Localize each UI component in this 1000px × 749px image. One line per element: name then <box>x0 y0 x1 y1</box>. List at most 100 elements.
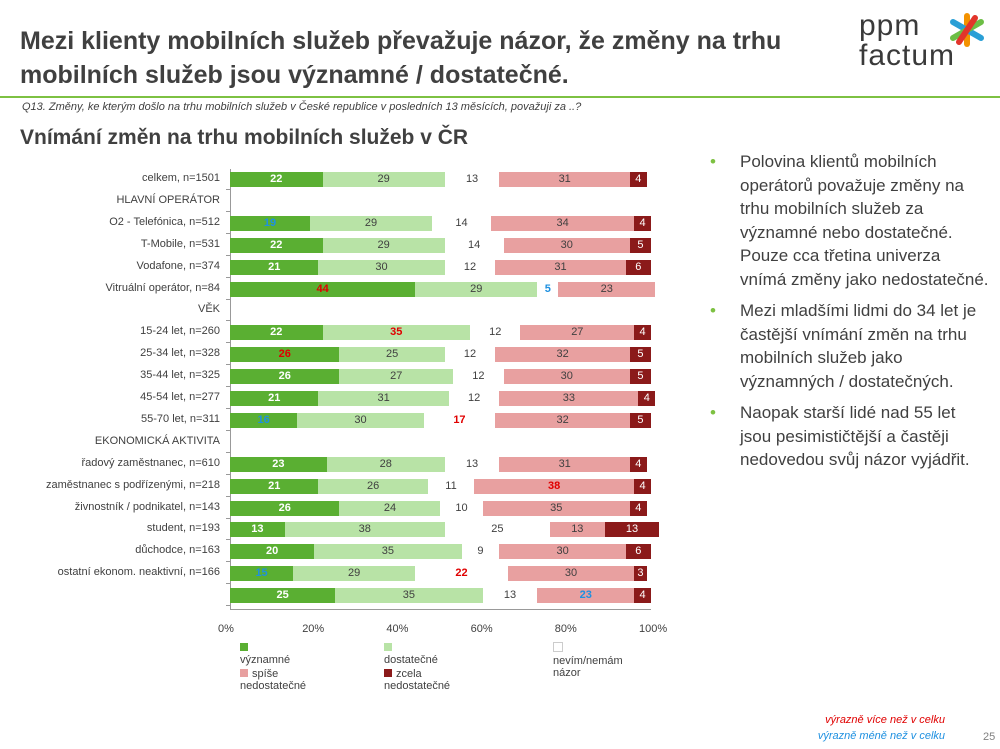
bar-segment: 4 <box>629 456 647 472</box>
bar-segment: 25 <box>339 347 445 363</box>
bar-segment: 28 <box>326 456 445 472</box>
legend-item: nevím/nemám názor <box>553 642 623 679</box>
bar-segment: 21 <box>230 259 319 275</box>
note-less: výrazně méně než v celku <box>817 730 945 742</box>
bar-segment: 31 <box>318 391 449 406</box>
legend-label: zcela nedostatečné <box>384 668 451 692</box>
slide-title: Mezi klienty mobilních služeb převažuje … <box>20 27 782 89</box>
bar-segment: 34 <box>491 215 635 231</box>
row-label: Vitruální operátor, n=84 <box>105 281 220 294</box>
bar-segment: 31 <box>499 172 630 187</box>
row-label: 25-34 let, n=328 <box>140 347 220 360</box>
row-label: 35-44 let, n=325 <box>140 369 220 382</box>
bar-segment: 35 <box>335 588 483 604</box>
bar-segment: 30 <box>503 237 630 253</box>
bar-segment: 5 <box>629 237 651 253</box>
bar-segment: 31 <box>499 456 630 472</box>
bar-segment: 20 <box>230 544 315 560</box>
row-label: 55-70 let, n=311 <box>141 412 220 425</box>
bar-segment: 23 <box>230 456 327 472</box>
axis-tick <box>226 386 230 388</box>
bar-segment: 3 <box>634 566 647 582</box>
bar-segment: 30 <box>297 412 424 428</box>
question-text: Q13. Změny, ke kterým došlo na trhu mobi… <box>22 101 582 113</box>
bullet-item: • Polovina klientů mobilních operátorů po… <box>710 152 989 289</box>
bar-segment: 29 <box>293 566 416 582</box>
bullet-icon: • <box>710 403 716 422</box>
bullet-icon: • <box>710 301 716 320</box>
bar-segment: 26 <box>318 478 428 494</box>
bar-segment: 13 <box>549 522 605 538</box>
bar-segment: 29 <box>309 215 433 231</box>
legend-item: zcela nedostatečné <box>384 668 450 692</box>
axis-tick <box>226 495 230 497</box>
axis-tick <box>226 364 230 366</box>
legend-label: nevím/nemám názor <box>553 655 623 679</box>
bar-segment: 33 <box>499 391 639 406</box>
bar-segment: 30 <box>507 566 635 582</box>
row-label: živnostník / podnikatel, n=143 <box>74 500 220 513</box>
bar-segment: 24 <box>339 500 441 516</box>
bar-segment: 22 <box>230 172 323 187</box>
bar-segment: 14 <box>432 215 492 231</box>
bar-segment: 9 <box>461 544 500 560</box>
ppm-factum-logo: ppm factum <box>855 11 995 82</box>
row-label: důchodce, n=163 <box>135 544 220 557</box>
note-more: výrazně více než v celku <box>825 714 945 726</box>
bar-segment: 15 <box>230 566 294 582</box>
row-label: 45-54 let, n=277 <box>140 391 220 403</box>
axis-tick <box>226 408 230 409</box>
page-number: 25 <box>983 731 996 743</box>
axis-tick <box>226 232 230 234</box>
bar-segment: 44 <box>230 281 416 297</box>
bar-segment: 6 <box>625 544 651 560</box>
axis-tick <box>226 342 230 344</box>
bar-segment: 13 <box>444 172 500 187</box>
legend-swatch <box>240 669 248 677</box>
bar-segment: 10 <box>440 500 483 516</box>
bar-segment: 27 <box>520 325 635 341</box>
bar-segment: 38 <box>284 522 445 538</box>
bar-segment: 5 <box>629 412 651 428</box>
bar-segment: 30 <box>503 369 630 385</box>
legend-swatch <box>384 669 392 677</box>
axis-tick <box>226 254 230 256</box>
row-label: ostatní ekonom. neaktivní, n=166 <box>57 566 220 579</box>
bar-segment: 26 <box>230 500 340 516</box>
bar-segment: 13 <box>482 588 538 604</box>
row-label: O2 - Telefónica, n=512 <box>109 215 220 228</box>
bar-segment: 29 <box>322 172 445 187</box>
row-label: T-Mobile, n=531 <box>140 237 220 250</box>
legend-swatch <box>384 643 392 651</box>
bar-segment: 27 <box>339 369 454 385</box>
bar-segment: 21 <box>230 391 319 406</box>
bar-segment: 12 <box>444 259 496 275</box>
bar-segment: 35 <box>314 544 462 560</box>
axis-tick <box>226 320 230 322</box>
bar-segment: 23 <box>537 588 635 604</box>
axis-tick <box>226 276 230 278</box>
bar-segment: 12 <box>453 369 504 385</box>
axis-tick <box>226 298 230 300</box>
y-axis-line <box>230 169 231 609</box>
asterisk-logo-icon <box>950 13 984 47</box>
bar-segment: 26 <box>230 369 340 385</box>
bar-segment: 11 <box>427 478 475 494</box>
header-divider <box>0 96 1000 98</box>
bar-segment: 14 <box>444 237 504 253</box>
legend-swatch <box>240 643 248 651</box>
bar-segment: 4 <box>634 478 651 494</box>
x-tick-label: 60% <box>470 623 493 635</box>
bar-segment: 4 <box>634 325 651 341</box>
bar-segment: 25 <box>230 588 336 604</box>
axis-tick <box>226 561 230 563</box>
legend-swatch <box>553 642 563 652</box>
bar-segment: 31 <box>495 259 626 275</box>
bar-segment: 5 <box>537 281 559 297</box>
group-header: EKONOMICKÁ AKTIVITA <box>94 434 220 447</box>
bar-segment: 22 <box>230 325 323 341</box>
bar-segment: 22 <box>230 237 323 253</box>
bar-segment: 4 <box>634 215 651 231</box>
bar-segment: 19 <box>230 215 310 231</box>
legend-label: dostatečné <box>384 654 438 666</box>
